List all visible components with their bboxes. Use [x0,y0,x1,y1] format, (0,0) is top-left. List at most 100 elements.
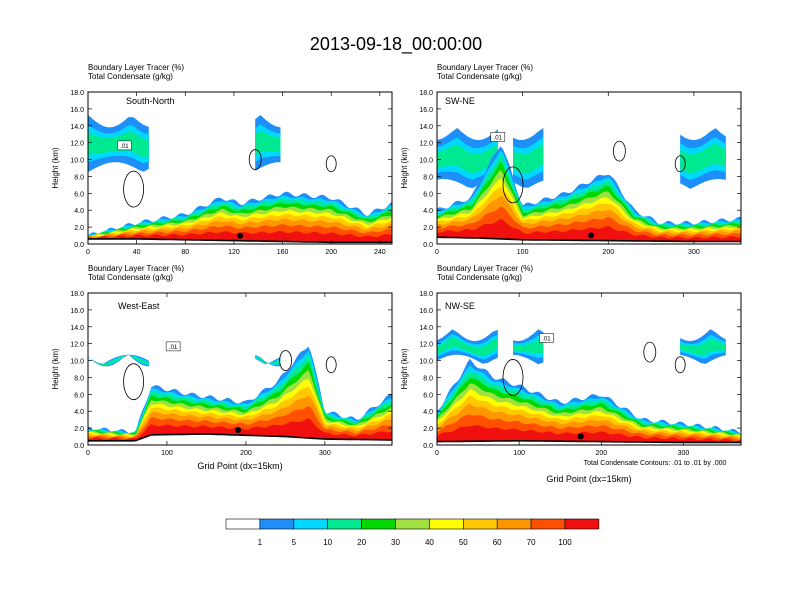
cloud-shade [255,356,281,365]
colorbar-swatch [259,518,295,530]
cloud-shade [680,143,726,175]
plot-area: .01 [437,329,741,445]
colorbar-label: 30 [391,538,400,547]
y-tick-label: 10.0 [70,158,84,165]
y-tick-label: 6.0 [423,392,433,399]
colorbar-label: 40 [425,538,434,547]
cloud-layer [88,354,281,367]
y-axis: 0.0 2.0 4.0 6.0 8.0 10.0 12.0 14.0 16.0 18.0 [419,291,741,450]
y-tick-label: 18.0 [419,291,433,298]
terrain-line [88,238,392,244]
colorbar-label: 1 [258,538,263,547]
contour-label-box [165,341,181,352]
condensate-contour [279,350,293,371]
figure-title: 2013-09-18_00:00:00 [310,34,482,55]
x-axis-label: Grid Point (dx=15km) [546,474,631,484]
panel-label-condensate: Total Condensate (g/kg) [437,273,522,282]
panel-frame [87,292,393,446]
condensate-contour [325,356,337,374]
terrain-line [88,433,392,442]
y-tick-label: 14.0 [70,124,84,131]
y-tick-label: 14.0 [419,124,433,131]
x-tick-label: 100 [161,450,173,457]
y-tick-label: 8.0 [423,375,433,382]
x-tick-label: 160 [277,249,289,256]
y-axis: 0.0 2.0 4.0 6.0 8.0 10.0 12.0 14.0 16.0 18.0 [70,291,392,450]
y-tick-label: 0.0 [74,443,84,450]
y-tick-label: 10.0 [70,359,84,366]
colorbar-swatch [225,518,261,530]
x-axis-label: Grid Point (dx=15km) [197,461,282,471]
x-axis: 0 40 80 120 160 200 240 [86,92,386,256]
x-tick-label: 300 [688,249,700,256]
panel-frame [87,91,393,245]
cloud-layer [437,128,726,189]
y-tick-label: 2.0 [423,225,433,232]
location-marker [237,232,243,239]
condensate-contour [643,341,657,363]
colorbar-swatch [462,518,498,530]
cloud-shade [437,337,498,357]
condensate-contour [325,155,337,173]
x-tick-label: 200 [325,249,337,256]
condensate-contour [502,359,524,396]
y-tick-label: 2.0 [423,426,433,433]
colorbar-swatch [395,518,430,530]
panel-label-tracer: Boundary Layer Tracer (%) [437,264,533,273]
y-tick-label: 18.0 [70,291,84,298]
panel-label-tracer: Boundary Layer Tracer (%) [88,264,184,273]
colorbar-label: 70 [527,538,536,547]
contour-labels: .01 [117,140,132,151]
contour-label: .01 [494,135,503,141]
contour-labels: .01 [490,132,506,142]
cloud-layer [437,329,726,365]
panel-frame [436,91,742,245]
y-axis-label: Height (km) [51,147,60,189]
y-tick-label: 8.0 [74,375,84,382]
y-tick-label: 14.0 [70,325,84,332]
tracer-field [437,146,741,242]
colorbar-swatch [564,518,600,530]
y-tick-label: 6.0 [74,392,84,399]
panel-1: Boundary Layer Tracer (%)Total Condensat… [51,63,393,256]
condensate-contour [674,356,686,374]
x-tick-label: 300 [319,450,331,457]
y-tick-label: 14.0 [419,325,433,332]
plot-area: .01 [437,128,741,244]
location-marker [235,426,242,433]
y-tick-label: 12.0 [70,141,84,148]
x-tick-label: 200 [595,450,607,457]
colorbar: 1 5 10 20 30 40 50 60 70 100 [225,518,600,547]
cloud-shade [437,144,498,174]
x-axis: 0 100 200 300 [435,293,689,457]
colorbar-label: 10 [323,538,332,547]
contour-label-box [539,333,554,343]
y-axis-label: Height (km) [400,147,409,189]
y-tick-label: 12.0 [70,342,84,349]
location-marker [577,433,584,440]
y-tick-label: 4.0 [74,208,84,215]
x-tick-label: 0 [86,450,90,457]
condensate-contours [502,140,686,204]
panel-title: West-East [118,301,160,311]
colorbar-label: 20 [357,538,366,547]
y-tick-label: 2.0 [74,426,84,433]
panel-title: NW-SE [445,301,475,311]
y-tick-label: 18.0 [419,90,433,97]
colorbar-swatch [361,518,396,530]
y-tick-label: 18.0 [70,90,84,97]
x-tick-label: 200 [602,249,614,256]
panel-label-tracer: Boundary Layer Tracer (%) [88,63,184,72]
y-axis: 0.0 2.0 4.0 6.0 8.0 10.0 12.0 14.0 16.0 18.0 [70,90,392,249]
x-tick-label: 80 [181,249,189,256]
contour-labels: .01 [165,341,181,352]
contour-label-box [117,140,132,151]
condensate-contours [502,341,686,396]
cloud-shade [513,339,544,354]
y-tick-label: 12.0 [419,141,433,148]
cloud-shade [88,354,149,366]
x-tick-label: 0 [435,450,439,457]
x-axis: 0 100 200 300 [435,92,700,256]
y-axis-label: Height (km) [51,348,60,390]
